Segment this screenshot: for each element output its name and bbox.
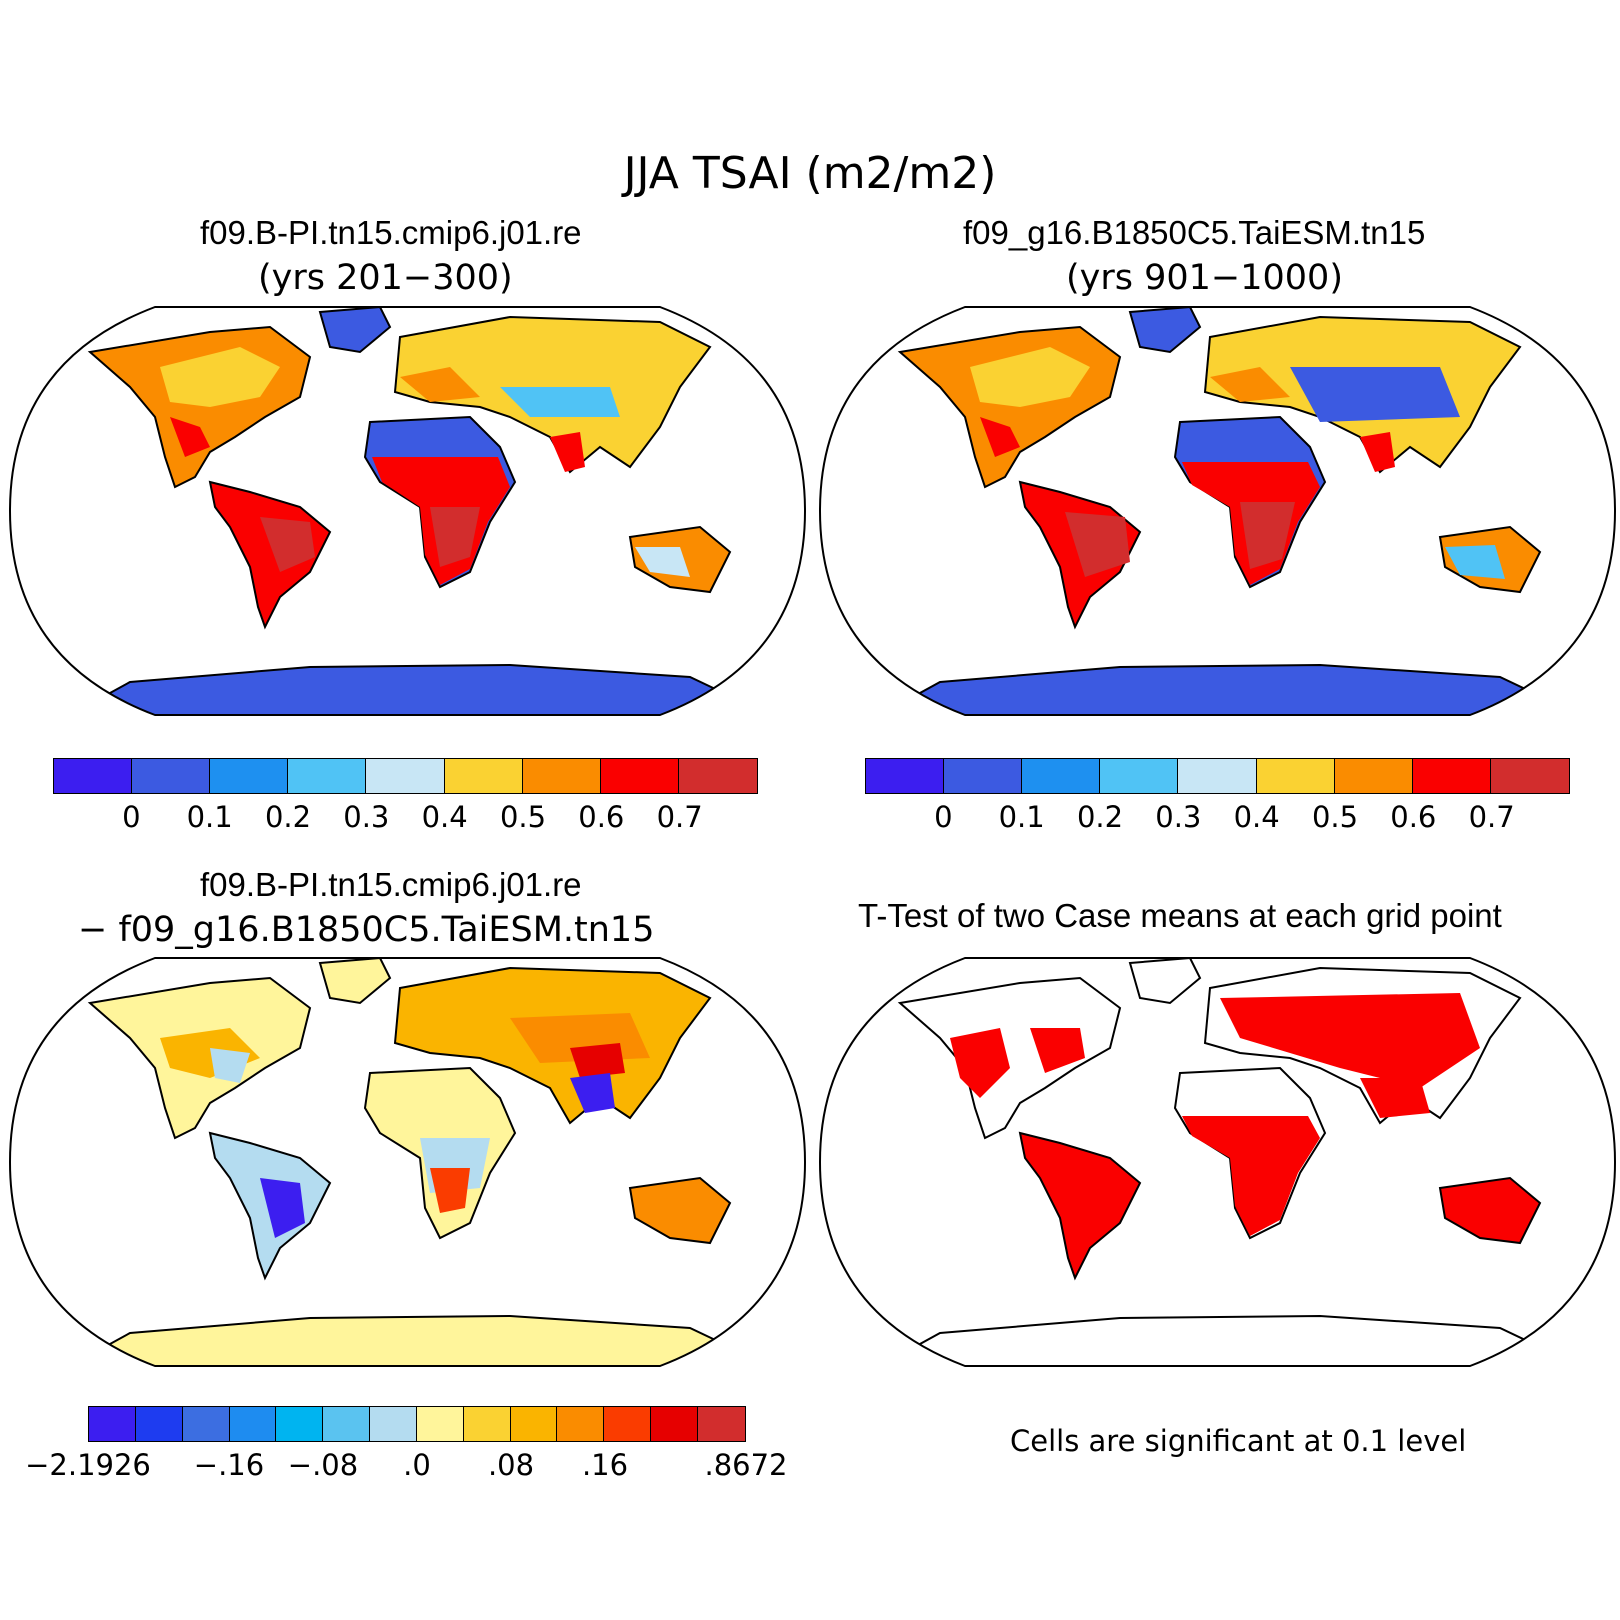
panel-subtitle-bottom-left: − f09_g16.B1850C5.TaiESM.tn15 bbox=[78, 910, 655, 950]
colorbar-tick-label: 0.1 bbox=[998, 800, 1045, 834]
colorbar-swatch bbox=[366, 759, 445, 793]
colorbar-swatch bbox=[1256, 759, 1335, 793]
colorbar-tick-label: 0.2 bbox=[1076, 800, 1124, 834]
colorbar-swatch bbox=[463, 1407, 511, 1441]
land-south-america bbox=[208, 480, 332, 630]
panel-title-top-right: f09_g16.B1850C5.TaiESM.tn15 bbox=[963, 214, 1426, 251]
colorbar-swatch bbox=[1412, 759, 1491, 793]
land-antarctica bbox=[69, 1314, 771, 1366]
colorbar-tick-label: 0.6 bbox=[1390, 800, 1437, 834]
colorbar-tick-label: 0.1 bbox=[186, 800, 233, 834]
colorbar-swatch bbox=[651, 1407, 698, 1441]
colorbar-tick-label: .0 bbox=[403, 1448, 431, 1482]
panel-subtitle-top-right: (yrs 901−1000) bbox=[1066, 258, 1343, 298]
map-ttest bbox=[818, 957, 1617, 1367]
colorbar-swatch bbox=[697, 1407, 745, 1441]
colorbar-tick-label: 0.4 bbox=[1233, 800, 1280, 834]
colorbar-tick-label: 0.4 bbox=[421, 800, 468, 834]
colorbar-swatch bbox=[600, 759, 679, 793]
colorbar-swatch bbox=[135, 1407, 183, 1441]
colorbar-swatch bbox=[132, 759, 211, 793]
colorbar-swatch bbox=[522, 759, 601, 793]
main-title: JJA TSAI (m2/m2) bbox=[623, 148, 997, 199]
colorbar-swatch bbox=[182, 1407, 230, 1441]
colorbar-swatch bbox=[323, 1407, 371, 1441]
colorbar-tick-label: 0 bbox=[934, 800, 953, 834]
colorbar-swatch bbox=[370, 1407, 417, 1441]
colorbar-tick-label: 0.6 bbox=[578, 800, 625, 834]
land-australia bbox=[628, 1176, 732, 1245]
colorbar-swatch bbox=[1490, 759, 1569, 793]
colorbar-swatch bbox=[229, 1407, 277, 1441]
colorbar-tick-label: .16 bbox=[581, 1448, 629, 1482]
colorbar-tick-label: 0.3 bbox=[343, 800, 390, 834]
land-antarctica bbox=[879, 663, 1581, 715]
colorbar-swatch bbox=[54, 759, 133, 793]
colorbar-case2 bbox=[865, 758, 1570, 794]
colorbar-swatch bbox=[1334, 759, 1413, 793]
colorbar-difference bbox=[88, 1406, 746, 1442]
colorbar-difference-labels: −2.1926 −.16 −.08 .0 .08 .16 .8672 bbox=[25, 1448, 787, 1488]
panel-subtitle-top-left: (yrs 201−300) bbox=[258, 258, 513, 298]
colorbar-tick-label: .8672 bbox=[704, 1448, 788, 1482]
colorbar-swatch bbox=[444, 759, 523, 793]
colorbar-tick-label: 0.2 bbox=[264, 800, 312, 834]
panel-title-bottom-left: f09.B-PI.tn15.cmip6.j01.re bbox=[200, 866, 582, 903]
map-difference bbox=[8, 957, 807, 1367]
map-case1 bbox=[8, 306, 807, 716]
colorbar-tick-label: −.08 bbox=[287, 1448, 359, 1482]
colorbar-tick-label: .08 bbox=[487, 1448, 535, 1482]
colorbar-case2-labels: 0 0.1 0.2 0.3 0.4 0.5 0.6 0.7 bbox=[865, 800, 1570, 840]
colorbar-swatch bbox=[89, 1407, 136, 1441]
land-antarctica bbox=[69, 663, 771, 715]
colorbar-swatch bbox=[288, 759, 367, 793]
colorbar-tick-label: −.16 bbox=[193, 1448, 265, 1482]
colorbar-swatch bbox=[210, 759, 289, 793]
colorbar-tick-label: 0.3 bbox=[1155, 800, 1202, 834]
land-antarctica bbox=[879, 1314, 1581, 1366]
map-case2 bbox=[818, 306, 1617, 716]
colorbar-swatch bbox=[1178, 759, 1257, 793]
colorbar-case1 bbox=[53, 758, 758, 794]
panel-title-bottom-right: T-Test of two Case means at each grid po… bbox=[858, 897, 1502, 934]
colorbar-swatch bbox=[678, 759, 757, 793]
colorbar-swatch bbox=[604, 1407, 652, 1441]
colorbar-swatch bbox=[866, 759, 945, 793]
colorbar-tick-label: 0 bbox=[122, 800, 141, 834]
colorbar-swatch bbox=[1100, 759, 1179, 793]
panel-title-top-left: f09.B-PI.tn15.cmip6.j01.re bbox=[200, 214, 582, 251]
colorbar-tick-label: −2.1926 bbox=[25, 1448, 151, 1482]
land-australia bbox=[1438, 1176, 1542, 1245]
colorbar-swatch bbox=[557, 1407, 605, 1441]
colorbar-swatch bbox=[1022, 759, 1101, 793]
significance-note: Cells are significant at 0.1 level bbox=[1010, 1424, 1467, 1458]
colorbar-swatch bbox=[416, 1407, 464, 1441]
colorbar-swatch bbox=[944, 759, 1023, 793]
colorbar-swatch bbox=[510, 1407, 558, 1441]
colorbar-swatch bbox=[276, 1407, 324, 1441]
colorbar-tick-label: 0.5 bbox=[1311, 800, 1359, 834]
colorbar-tick-label: 0.7 bbox=[1468, 800, 1515, 834]
land-south-america bbox=[1018, 1131, 1142, 1281]
colorbar-tick-label: 0.7 bbox=[656, 800, 703, 834]
colorbar-tick-label: 0.5 bbox=[499, 800, 547, 834]
colorbar-case1-labels: 0 0.1 0.2 0.3 0.4 0.5 0.6 0.7 bbox=[53, 800, 758, 840]
